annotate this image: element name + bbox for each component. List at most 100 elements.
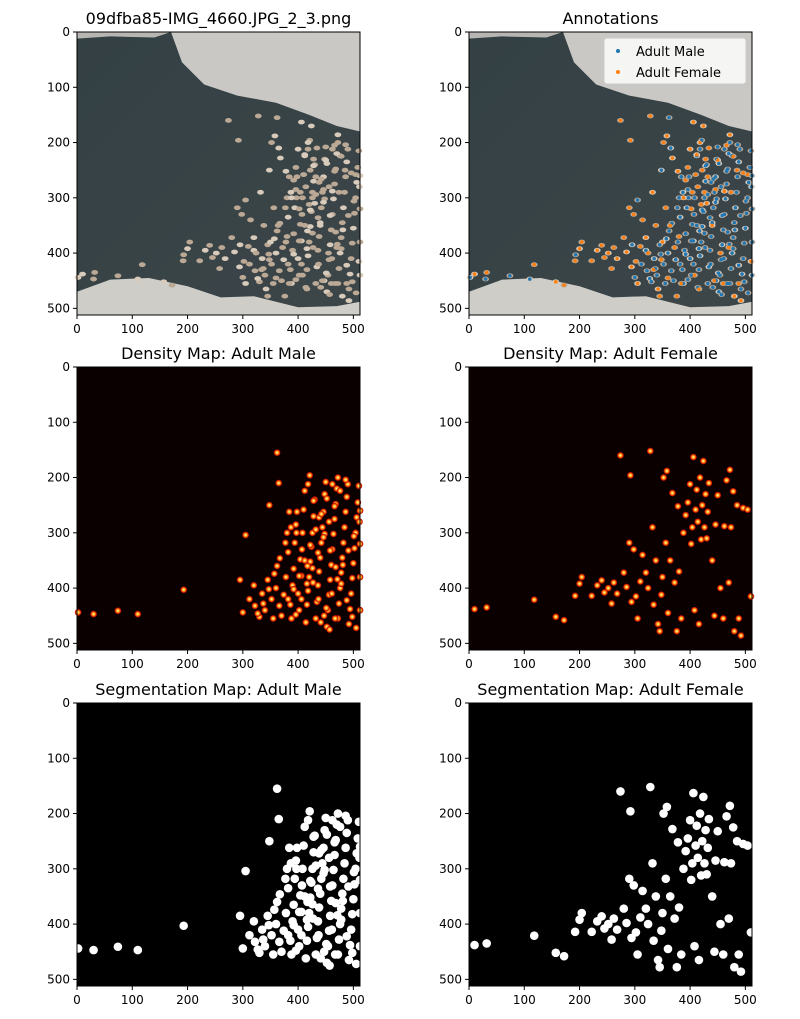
walrus-blob [277,155,284,161]
walrus-blob [335,189,343,195]
segmentation-blob [73,944,83,953]
segmentation-blob [314,930,323,940]
walrus-blob [258,256,266,262]
walrus-blob [283,234,291,239]
segmentation-blob [587,927,597,937]
density-peak [673,627,681,635]
walrus-blob [74,275,82,280]
walrus-blob [262,286,270,292]
walrus-blob [296,189,304,195]
axes-frame [76,31,361,316]
segmentation-blob [347,948,357,958]
annotation-point-female [721,281,726,286]
y-tick-label: 100 [439,415,462,429]
x-tick-label: 100 [121,657,144,671]
walrus-blob [320,199,327,205]
walrus-blob [258,267,266,273]
walrus-blob [268,261,275,267]
segmentation-blob [683,834,693,843]
walrus-blob [342,142,350,148]
density-peak [679,529,688,537]
density-peak [287,523,295,531]
x-tick-label: 300 [231,322,254,336]
annotation-point-male [657,243,662,247]
walrus-blob [332,229,340,235]
segmentation-blob [331,898,340,908]
density-peak [275,479,283,487]
walrus-blob [345,298,353,304]
walrus-blob [303,267,311,273]
density-peak [575,580,584,588]
segmentation-blob [648,858,657,868]
walrus-blob [348,240,356,246]
segmentation-blob [284,843,294,853]
y-tick-label: 0 [454,360,462,374]
annotation-point-male [708,262,713,266]
annotation-point-male [686,277,690,282]
density-peak [671,578,679,587]
segmentation-blob [272,897,282,907]
walrus-blob [265,167,273,173]
segmentation-blob [328,815,337,825]
y-tick-label: 200 [439,136,462,150]
x-tick-label: 0 [73,993,81,1007]
segmentation-blob [688,858,697,868]
density-peak [646,447,654,455]
segmentation-blob [743,841,752,850]
segmentation-male-panel: 0 100 200 300 400 5000100200300400500Segmenta… [47,680,365,1007]
density-peak [654,620,662,628]
segmentation-blob [318,858,327,868]
annotation-point-male [738,147,742,151]
annotation-point-female [654,223,658,228]
x-tick-label: 500 [734,322,757,336]
x-tick-label: 500 [734,657,757,671]
annotation-point-male [721,228,726,232]
segmentation-blob [349,867,359,877]
y-tick-label: 400 [47,246,70,260]
annotation-point-male [736,263,741,268]
density-peak [700,523,709,531]
walrus-blob [206,242,214,248]
density-peak [703,534,711,542]
annotation-point-male [713,200,718,205]
annotation-point-male [697,229,702,233]
segmentation-blob [624,874,634,884]
segmentation-blob [290,874,300,884]
annotation-point-male [743,226,748,231]
annotation-point-male [717,289,721,294]
segmentation-blob [325,882,335,891]
walrus-blob [322,270,330,276]
annotation-point-male [669,268,674,273]
density-peak [342,508,350,516]
segmentation-blob [349,894,358,904]
density-peak [261,606,269,614]
density-peak [245,595,254,603]
density-peak [317,510,325,518]
annotation-point-female [683,178,688,182]
walrus-blob [331,168,338,174]
annotation-point-male [719,184,723,189]
walrus-blob [347,256,355,262]
density-peak [259,599,267,608]
annotation-point-male [697,246,701,251]
segmentation-blob [250,937,260,947]
segmentation-blob [299,841,308,850]
segmentation-blob [559,951,569,961]
annotation-point-male [681,190,685,195]
walrus-blob [317,284,325,290]
density-peak [659,473,668,482]
walrus-blob [275,145,283,151]
y-tick-label: 300 [439,526,462,540]
density-peak [343,596,351,604]
segmentation-blob [695,809,705,818]
annotation-point-male [712,190,717,195]
y-tick-label: 300 [47,526,70,540]
annotation-point-female [731,154,736,159]
segmentation-blob [730,962,739,972]
annotation-point-male [708,215,712,220]
annotation-point-male [508,273,512,278]
annotation-point-female [713,187,718,192]
density-peak [710,612,719,620]
segmentation-blob [697,836,707,846]
